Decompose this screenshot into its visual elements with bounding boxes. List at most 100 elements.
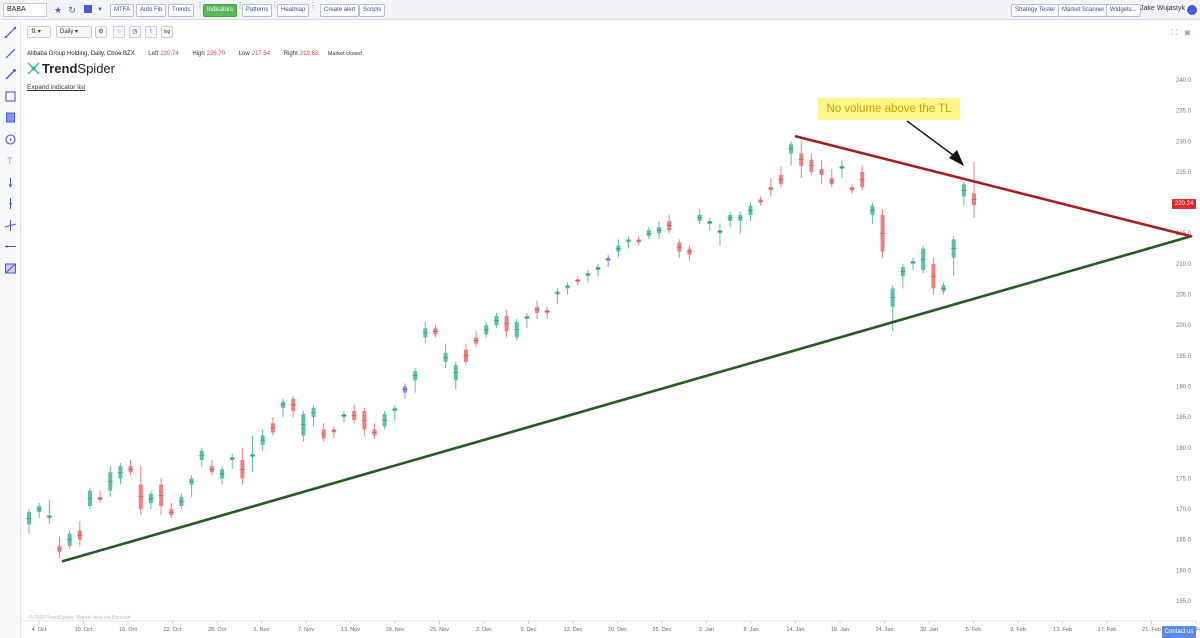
y-tick-label: 235.0 bbox=[1176, 109, 1192, 115]
auto-fib-button[interactable]: Auto Fib bbox=[136, 4, 167, 17]
candle bbox=[168, 502, 175, 519]
support-trendline[interactable] bbox=[61, 235, 1193, 563]
candle bbox=[950, 236, 957, 277]
crosshair-tool-icon[interactable] bbox=[4, 219, 17, 232]
wand-tool-icon[interactable] bbox=[4, 68, 17, 81]
x-tick-label: 24. Jan bbox=[875, 627, 893, 633]
x-tick-label: 8. Jan bbox=[744, 627, 759, 633]
candle bbox=[249, 435, 256, 473]
candle bbox=[178, 493, 185, 510]
trendline-tool-icon[interactable] bbox=[4, 26, 17, 39]
candle bbox=[412, 368, 419, 393]
candle bbox=[483, 322, 490, 338]
scripts-button[interactable]: Scripts bbox=[359, 4, 386, 17]
vertical-line-tool-icon[interactable] bbox=[4, 197, 17, 210]
annotation-note[interactable]: No volume above the TL bbox=[818, 98, 960, 120]
contact-us-button[interactable]: Contact us bbox=[1162, 626, 1196, 638]
candle bbox=[564, 282, 571, 295]
candle bbox=[666, 214, 673, 234]
candle bbox=[595, 263, 602, 277]
x-tick-label: 2. Jan bbox=[699, 627, 714, 633]
heatmap-button[interactable]: Heatmap bbox=[277, 4, 310, 17]
y-tick-label: 200.0 bbox=[1176, 323, 1192, 329]
candle bbox=[920, 245, 927, 274]
y-tick-label: 240.0 bbox=[1176, 78, 1192, 84]
brand-light-text: Spider bbox=[77, 61, 115, 76]
log-scale-icon[interactable]: log bbox=[161, 26, 173, 38]
candle bbox=[869, 202, 876, 225]
refresh-icon[interactable]: ↻ bbox=[68, 5, 76, 15]
high-value: 226.70 bbox=[206, 51, 226, 57]
instrument-title: Alibaba Group Holding, Daily, Cboe BZX bbox=[27, 51, 135, 57]
symbol-input[interactable]: BABA bbox=[3, 3, 47, 17]
candle bbox=[716, 224, 723, 246]
trends-button[interactable]: Trends bbox=[168, 4, 195, 17]
x-tick-label: 4. Oct bbox=[32, 627, 47, 633]
ray-tool-icon[interactable] bbox=[4, 47, 17, 60]
y-tick-label: 185.0 bbox=[1176, 415, 1192, 421]
timeframe-select[interactable]: Daily ▾ bbox=[56, 26, 92, 38]
annotation-arrow-line bbox=[906, 120, 958, 159]
chevron-down-icon[interactable]: ▼ bbox=[97, 7, 103, 13]
brand-bold-text: Trend bbox=[42, 61, 78, 76]
candle bbox=[534, 300, 541, 320]
x-tick-label: 5. Feb bbox=[966, 627, 982, 633]
pulse-icon[interactable]: ⌇ bbox=[145, 26, 157, 38]
last-price-badge: 220.24 bbox=[1172, 199, 1196, 209]
expand-indicator-list-link[interactable]: Expand indicator list bbox=[27, 84, 86, 91]
chart-corner-icons: ⛶ ◙ bbox=[1171, 28, 1190, 38]
candle bbox=[320, 423, 327, 442]
candle bbox=[544, 306, 551, 320]
y-tick-label: 170.0 bbox=[1176, 507, 1192, 513]
candle bbox=[513, 319, 520, 341]
candle bbox=[574, 276, 581, 286]
clock-icon[interactable]: ◷ bbox=[129, 26, 141, 38]
gear-icon[interactable]: ⚙ bbox=[95, 26, 107, 38]
candle bbox=[371, 423, 378, 439]
create-alert-button[interactable]: Create alert bbox=[320, 4, 360, 17]
annotation-arrowhead-icon bbox=[949, 150, 964, 166]
candle bbox=[696, 208, 703, 225]
mtfa-button[interactable]: MTFA bbox=[110, 4, 134, 17]
user-avatar-icon[interactable] bbox=[1187, 5, 1197, 15]
candle bbox=[86, 487, 93, 510]
x-tick-label: 21. Feb bbox=[1142, 627, 1161, 633]
candle bbox=[605, 254, 612, 267]
market-status: Market closed bbox=[327, 51, 363, 57]
candle bbox=[56, 536, 63, 559]
camera-icon[interactable]: ◙ bbox=[1185, 28, 1190, 37]
candle bbox=[676, 239, 683, 258]
left-value: 220.74 bbox=[160, 51, 179, 57]
widgets-button[interactable]: Widgets... bbox=[1106, 4, 1141, 17]
low-label: Low bbox=[238, 51, 250, 57]
indicators-button[interactable]: Indicators bbox=[203, 4, 238, 17]
x-tick-label: 9. Dec bbox=[521, 627, 537, 633]
candle bbox=[523, 312, 530, 329]
user-name[interactable]: Jake Wujastyk bbox=[1140, 5, 1185, 12]
strategy-tester-button[interactable]: Strategy Tester bbox=[1011, 4, 1060, 17]
channel-tool-icon[interactable] bbox=[4, 262, 17, 275]
fill-rectangle-tool-icon[interactable] bbox=[4, 111, 17, 124]
x-tick-label: 13. Nov bbox=[341, 627, 360, 633]
candle bbox=[330, 426, 337, 439]
star-icon[interactable]: ★ bbox=[53, 5, 63, 15]
y-tick-label: 160.0 bbox=[1176, 568, 1192, 574]
candle bbox=[97, 490, 104, 503]
candle bbox=[473, 331, 480, 347]
arrow-down-tool-icon[interactable] bbox=[4, 176, 17, 189]
horizontal-line-tool-icon[interactable] bbox=[4, 240, 17, 253]
chart-type-button[interactable]: ⇅ ▾ bbox=[27, 26, 51, 38]
patterns-button[interactable]: Patterns bbox=[242, 4, 273, 17]
top-toolbar: BABA ★ ↻ ▼ MTFA Auto Fib Trends ⋮ Indica… bbox=[0, 0, 1200, 20]
x-tick-label: 3. Dec bbox=[476, 627, 492, 633]
y-tick-label: 195.0 bbox=[1176, 354, 1192, 360]
wave-icon[interactable]: ∿ bbox=[113, 26, 125, 38]
rectangle-tool-icon[interactable] bbox=[4, 90, 17, 103]
circle-tool-icon[interactable] bbox=[4, 133, 17, 146]
color-square-icon[interactable] bbox=[81, 3, 95, 17]
candle bbox=[432, 325, 439, 338]
fullscreen-icon[interactable]: ⛶ bbox=[1171, 28, 1177, 37]
resistance-trendline[interactable] bbox=[794, 135, 1193, 238]
text-tool-icon[interactable]: T bbox=[4, 154, 17, 167]
